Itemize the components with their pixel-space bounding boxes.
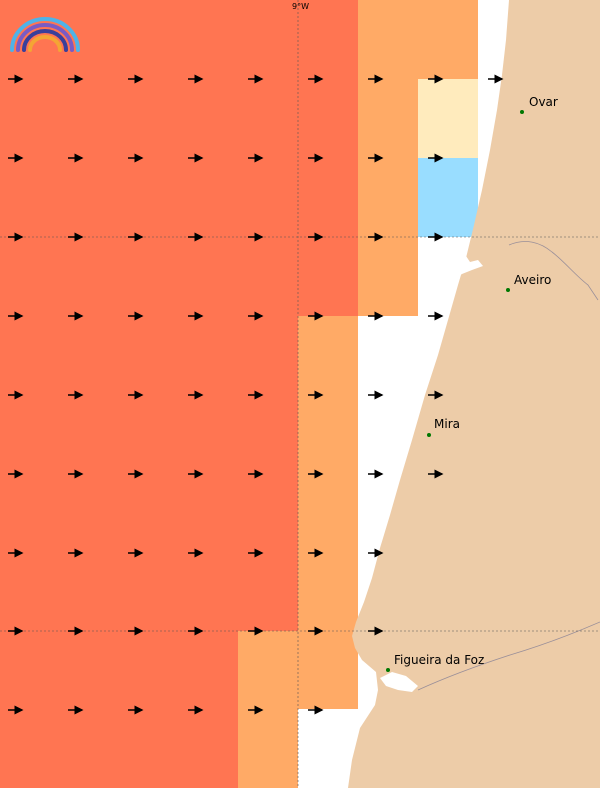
city-dot xyxy=(520,110,524,114)
sea-cell xyxy=(0,0,358,316)
city-markers: Ovar Aveiro Mira Figueira da Foz xyxy=(386,95,558,672)
sea-cell xyxy=(238,631,298,788)
city-marker-mira[interactable]: Mira xyxy=(427,417,460,437)
sea-cell xyxy=(418,158,478,237)
city-label: Ovar xyxy=(529,95,558,109)
sea-cell xyxy=(0,631,238,788)
sea-cell xyxy=(358,0,478,79)
sea-cell xyxy=(358,79,418,316)
sea-cell xyxy=(298,316,358,709)
city-label: Figueira da Foz xyxy=(394,653,484,667)
city-dot xyxy=(506,288,510,292)
city-dot xyxy=(386,668,390,672)
city-marker-figueira-da-foz[interactable]: Figueira da Foz xyxy=(386,653,484,672)
city-dot xyxy=(427,433,431,437)
mondego-estuary xyxy=(380,672,418,692)
aveiro-lagoon xyxy=(448,256,483,280)
city-marker-ovar[interactable]: Ovar xyxy=(520,95,558,114)
sea-cell xyxy=(418,79,478,158)
city-label: Aveiro xyxy=(514,273,551,287)
longitude-tick-label: 9°W xyxy=(292,2,309,11)
rainbow-logo-icon[interactable] xyxy=(10,17,80,52)
wind-arrows xyxy=(8,74,504,715)
land-area xyxy=(348,0,600,788)
coast-lines xyxy=(417,241,600,691)
city-marker-aveiro[interactable]: Aveiro xyxy=(506,273,551,292)
city-label: Mira xyxy=(434,417,460,431)
